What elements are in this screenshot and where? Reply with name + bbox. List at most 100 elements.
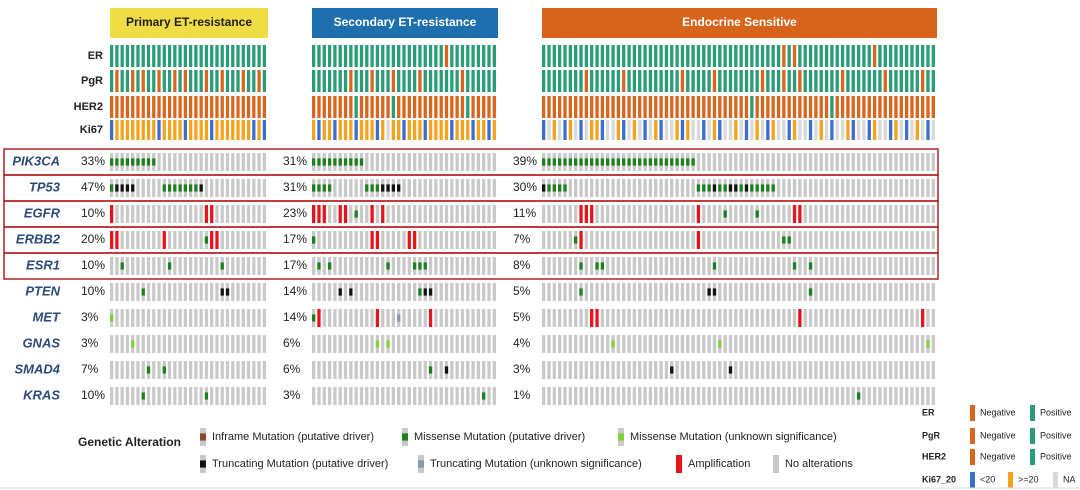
alteration-cell [407,283,411,301]
alteration-cell [664,335,669,353]
alteration-cell [579,387,583,405]
clinical-cell [894,120,898,140]
alteration-cell [744,231,749,249]
clinical-cell [120,45,124,67]
alteration-cell [734,361,738,379]
alteration-cell [595,387,599,405]
alteration-cell [814,153,818,171]
alteration-cell [611,361,615,379]
clinical-cell [439,45,443,67]
alteration-cell [904,231,909,249]
alteration-cell [167,153,172,171]
clinical-cell [632,96,637,118]
alteration-cell [327,309,332,327]
alteration-cell [638,205,642,223]
alteration-cell [407,153,411,171]
alteration-cell [766,361,770,379]
alteration-cell [262,283,266,301]
clinical-cell [659,45,663,67]
alteration-cell [590,361,594,379]
clinical-cell [840,120,845,140]
clinical-cell [423,70,427,92]
alteration-cell [418,205,422,223]
alteration-cell [312,205,316,223]
alteration-cell-mark [771,184,775,192]
alteration-cell [792,361,797,379]
alteration-cell-mark [162,366,166,374]
alteration-cell [236,153,240,171]
alteration-cell [471,179,475,197]
clinical-cell [146,96,151,118]
alteration-cell [428,335,433,353]
clinical-cell [246,96,251,118]
alteration-cell [146,257,151,275]
alteration-cell [552,283,556,301]
alteration-cell [574,283,578,301]
clinical-cell [542,70,546,92]
alteration-cell [487,283,491,301]
alteration-cell-mark [386,262,390,270]
clinical-cell [552,120,556,140]
clinical-cell [856,45,861,67]
alteration-cell [888,283,893,301]
alteration-cell [418,361,422,379]
alteration-cell [141,257,145,275]
clinical-cell [803,120,807,140]
alteration-cell [487,309,491,327]
alteration-cell [824,153,829,171]
clinical-cell [638,96,642,118]
alteration-cell [231,387,235,405]
alteration-cell [125,387,130,405]
alteration-cell [904,153,909,171]
clinical-cell [194,96,198,118]
alteration-cell [910,387,914,405]
clinical-cell [611,70,615,92]
alteration-cell [141,205,145,223]
alteration-cell [241,283,245,301]
alteration-cell [878,283,882,301]
alteration-cell [734,153,738,171]
alteration-cell [136,231,140,249]
alteration-cell-mark [579,158,583,166]
alteration-cell [386,231,390,249]
clinical-cell [888,70,893,92]
alteration-cell [734,257,738,275]
alteration-cell [750,257,754,275]
clinical-cell [739,70,743,92]
alteration-cell [167,361,172,379]
clinical-cell [418,70,422,92]
clinical-cell [173,70,177,92]
alteration-cell [365,231,369,249]
alteration-cell [482,257,486,275]
alteration-cell [262,205,266,223]
alteration-cell [402,153,406,171]
percent-label: 10% [81,388,105,402]
clinical-cell [867,120,871,140]
alteration-cell [407,335,411,353]
legend-label: Inframe Mutation (putative driver) [212,431,374,443]
alteration-cell [194,257,198,275]
alteration-cell [920,179,925,197]
alteration-cell [643,309,647,327]
clinical-cell [728,70,733,92]
clinical-cell [407,96,411,118]
clinical-cell [231,45,235,67]
alteration-cell [696,205,701,223]
alteration-cell [397,387,401,405]
clinical-cell [194,120,198,140]
alteration-cell [482,179,486,197]
alteration-cell [167,205,172,223]
clinical-cell [696,96,701,118]
alteration-cell [487,335,491,353]
alteration-cell [782,309,786,327]
alteration-cell-mark [312,236,316,244]
clinical-cell [931,70,935,92]
alteration-cell [808,231,813,249]
alteration-cell [338,361,342,379]
alteration-cell [257,335,261,353]
alteration-cell [120,387,124,405]
alteration-cell [595,179,599,197]
alteration-cell [354,179,358,197]
clinical-cell [162,120,166,140]
clinical-cell [220,120,224,140]
